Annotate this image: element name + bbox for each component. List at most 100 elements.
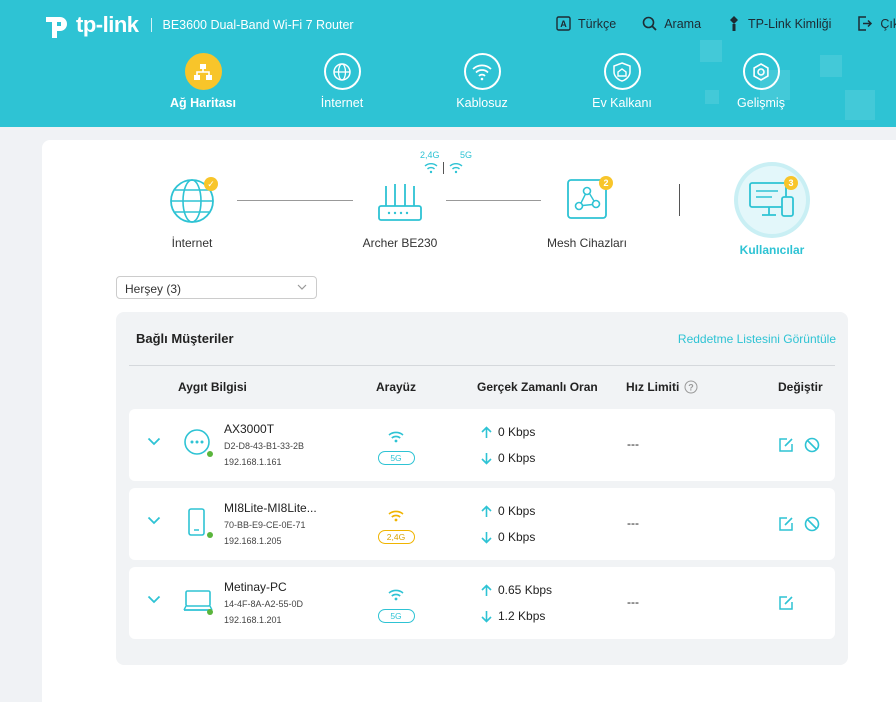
internet-label: İnternet <box>171 236 213 250</box>
client-interface: 2,4G <box>376 509 416 545</box>
client-mac: 70-BB-E9-CE-0E-71 <box>224 520 306 530</box>
wifi-icon <box>424 163 438 174</box>
language-label: Türkçe <box>578 16 617 31</box>
client-ip: 192.168.1.201 <box>224 615 282 625</box>
client-mac: D2-D8-43-B1-33-2B <box>224 441 305 451</box>
connected-clients-panel: Bağlı Müşteriler Reddetme Listesini Görü… <box>116 312 848 665</box>
download-rate: 0 Kbps <box>481 530 535 544</box>
nav-network-map[interactable]: Ağ Haritası <box>148 53 258 110</box>
logout-icon <box>858 16 873 31</box>
monitor-icon <box>749 182 794 217</box>
logout-link[interactable]: Çıkış <box>857 16 896 31</box>
col-interface: Arayüz <box>376 380 417 394</box>
nav-internet[interactable]: İnternet <box>287 53 397 110</box>
nav-label: Kablosuz <box>456 96 508 110</box>
client-mac: 14-4F-8A-A2-55-0D <box>224 599 304 609</box>
expand-chevron-icon[interactable] <box>147 595 161 604</box>
client-ip: 192.168.1.205 <box>224 536 282 546</box>
nav-advanced[interactable]: Gelişmiş <box>706 53 816 110</box>
edit-icon[interactable] <box>778 516 794 532</box>
router-icon <box>378 184 422 221</box>
client-filter-select[interactable]: Herşey (3) <box>116 276 317 299</box>
client-filter-value: Herşey (3) <box>125 282 182 296</box>
help-icon[interactable]: ? <box>684 380 698 394</box>
online-indicator <box>207 451 213 457</box>
download-rate: 1.2 Kbps <box>481 609 545 623</box>
upload-value: 0 Kbps <box>498 504 536 518</box>
upload-rate: 0.65 Kbps <box>481 583 552 597</box>
col-rate: Gerçek Zamanlı Oran <box>477 380 598 394</box>
header-decoration <box>845 90 875 120</box>
download-value: 0 Kbps <box>498 451 536 465</box>
tplink-id-link[interactable]: TP-Link Kimliği <box>727 16 831 31</box>
topology-internet[interactable]: İnternet <box>142 176 242 250</box>
band-badge: 5G <box>377 451 415 465</box>
client-row: AX3000T D2-D8-43-B1-33-2B 192.168.1.161 … <box>129 409 835 481</box>
view-blocklist-link[interactable]: Reddetme Listesini Görüntüle <box>677 332 836 346</box>
language-link[interactable]: A Türkçe <box>556 16 616 31</box>
wifi-icon <box>472 64 492 80</box>
upload-rate: 0 Kbps <box>481 504 535 518</box>
header-decoration <box>700 40 722 62</box>
edit-icon[interactable] <box>778 437 794 453</box>
logout-label: Çıkış <box>880 16 896 31</box>
block-icon[interactable] <box>804 437 820 453</box>
link-line <box>237 200 353 201</box>
client-interface: 5G <box>376 588 416 624</box>
header-divider <box>129 365 835 366</box>
block-icon[interactable] <box>804 516 820 532</box>
globe-icon <box>333 62 351 81</box>
link-line <box>446 200 541 201</box>
chevron-down-icon <box>297 284 307 290</box>
speed-limit: --- <box>627 595 639 609</box>
client-name: AX3000T <box>224 422 275 436</box>
clients-label: Kullanıcılar <box>739 243 805 257</box>
band-5-label: 5G <box>460 150 473 160</box>
svg-text:A: A <box>560 19 567 29</box>
topology-mesh[interactable]: Mesh Cihazları <box>532 178 642 250</box>
top-links: A Türkçe Arama TP-Link Kimliği Çıkış <box>556 16 896 31</box>
arrow-up-icon <box>481 425 492 438</box>
search-link[interactable]: Arama <box>642 16 701 31</box>
upload-rate: 0 Kbps <box>481 425 535 439</box>
network-topology: İnternet ✓ 2,4G 5G Archer BE230 <box>42 140 896 260</box>
logo-divider <box>150 18 152 32</box>
arrow-up-icon <box>481 583 492 596</box>
upload-value: 0 Kbps <box>498 425 536 439</box>
band-24-label: 2,4G <box>420 150 440 160</box>
arrow-down-icon <box>481 452 492 465</box>
nav-wireless[interactable]: Kablosuz <box>427 53 537 110</box>
nav-label: Ağ Haritası <box>170 96 236 110</box>
expand-chevron-icon[interactable] <box>147 437 161 446</box>
wifi-icon <box>388 510 404 522</box>
col-limit: Hız Limiti ? <box>626 380 698 394</box>
col-limit-label: Hız Limiti <box>626 380 680 394</box>
topology-router[interactable]: 2,4G 5G Archer BE230 <box>350 150 472 250</box>
mesh-icon <box>567 179 607 219</box>
arrow-down-icon <box>481 531 492 544</box>
nav-label: Gelişmiş <box>737 96 785 110</box>
edit-icon[interactable] <box>778 595 794 611</box>
online-indicator <box>207 609 213 615</box>
header-decoration <box>820 55 842 77</box>
expand-chevron-icon[interactable] <box>147 516 161 525</box>
brand-logo[interactable]: tp-link BE3600 Dual-Band Wi-Fi 7 Router <box>42 10 354 40</box>
topology-clients[interactable]: Kullanıcılar <box>722 166 822 257</box>
arrow-up-icon <box>481 504 492 517</box>
phone-icon <box>188 508 205 536</box>
network-map-icon <box>194 63 212 80</box>
mesh-label: Mesh Cihazları <box>546 236 628 250</box>
clients-count-badge: 3 <box>784 176 798 190</box>
home-shield-icon <box>613 61 631 82</box>
arrow-down-icon <box>481 610 492 623</box>
globe-icon <box>170 179 214 223</box>
nav-label: Ev Kalkanı <box>592 96 652 110</box>
speed-limit: --- <box>627 437 639 451</box>
download-value: 0 Kbps <box>498 530 536 544</box>
col-modify: Değiştir <box>778 380 823 394</box>
check-icon: ✓ <box>204 177 218 191</box>
router-model: BE3600 Dual-Band Wi-Fi 7 Router <box>162 18 354 32</box>
nav-home-shield[interactable]: Ev Kalkanı <box>567 53 677 110</box>
client-name: MI8Lite-MI8Lite... <box>224 501 317 515</box>
online-indicator <box>207 532 213 538</box>
